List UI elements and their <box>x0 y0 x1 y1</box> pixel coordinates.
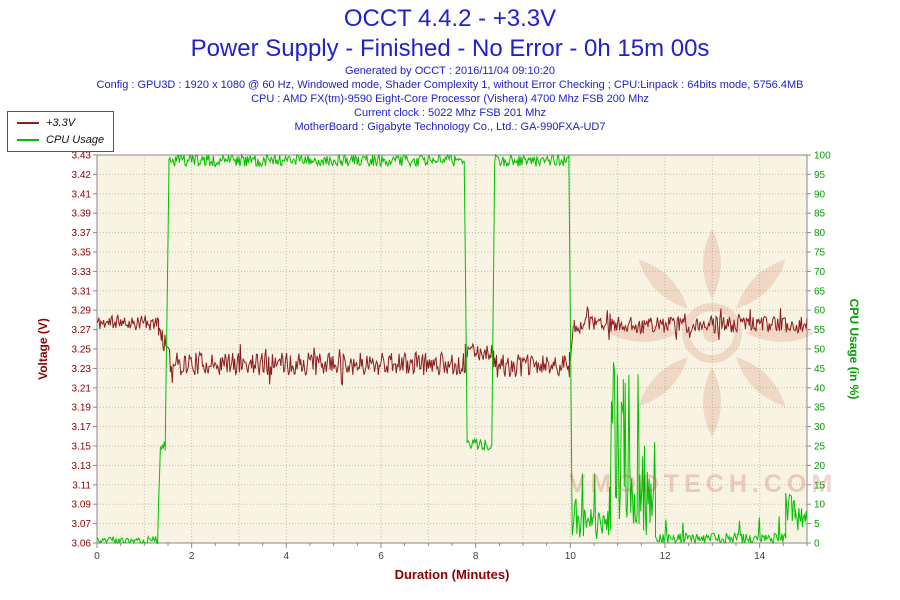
right-axis-tick-label: 45 <box>814 364 826 375</box>
right-axis-tick-label: 25 <box>814 442 826 453</box>
right-axis-tick-label: 0 <box>814 539 820 550</box>
right-axis-tick-label: 80 <box>814 228 826 239</box>
right-axis-tick-label: 70 <box>814 267 826 278</box>
title-line-2: Power Supply - Finished - No Error - 0h … <box>190 35 710 62</box>
left-axis-tick-label: 3.13 <box>72 461 92 472</box>
left-axis-tick-label: 3.17 <box>72 422 92 433</box>
x-axis-tick-label: 10 <box>565 551 577 562</box>
right-axis-tick-label: 55 <box>814 325 826 336</box>
legend-label-cpu: CPU Usage <box>46 134 105 146</box>
right-axis-tick-label: 65 <box>814 286 826 297</box>
x-axis-tick-label: 12 <box>659 551 671 562</box>
left-axis-tick-label: 3.15 <box>72 442 92 453</box>
watermark: VMODTECH.COM <box>569 229 837 498</box>
left-axis-tick-label: 3.09 <box>72 500 92 511</box>
legend-label-voltage: +3.3V <box>46 117 76 129</box>
title-line-1: OCCT 4.4.2 - +3.3V <box>343 5 557 32</box>
right-axis-tick-label: 20 <box>814 461 826 472</box>
left-axis-tick-label: 3.29 <box>72 306 92 317</box>
x-axis-title: Duration (Minutes) <box>395 567 510 582</box>
left-axis-tick-label: 3.43 <box>72 151 92 162</box>
axes: 3.43 3.42 3.41 3.39 3.37 3.35 3.33 3.31 3.29 3.27… <box>72 151 832 563</box>
chart-header: OCCT 4.4.2 - +3.3V Power Supply - Finish… <box>0 4 900 134</box>
left-axis-tick-label: 3.42 <box>72 170 92 181</box>
right-axis-tick-label: 85 <box>814 209 826 220</box>
chart-layer: 3.43 3.42 3.41 3.39 3.37 3.35 3.33 3.31 3.29 3.27… <box>72 151 832 563</box>
left-axis-tick-label: 3.41 <box>72 189 92 200</box>
legend-item-voltage: +3.3V <box>17 117 104 129</box>
x-axis-tick-label: 8 <box>473 551 479 562</box>
left-axis-tick-label: 3.23 <box>72 364 92 375</box>
right-axis-tick-label: 10 <box>814 500 826 511</box>
left-axis-tick-label: 3.31 <box>72 286 92 297</box>
right-axis-title: CPU Usage (in %) <box>847 299 861 400</box>
right-axis-tick-label: 50 <box>814 345 826 356</box>
x-axis-tick-label: 0 <box>94 551 100 562</box>
right-axis-tick-label: 60 <box>814 306 826 317</box>
left-axis-tick-label: 3.06 <box>72 539 92 550</box>
voltage-3v3-line <box>96 306 808 386</box>
right-axis-tick-label: 40 <box>814 383 826 394</box>
legend: +3.3V CPU Usage <box>7 111 115 152</box>
left-axis-tick-label: 3.11 <box>72 480 91 491</box>
x-axis-tick-label: 6 <box>378 551 384 562</box>
left-axis-tick-label: 3.33 <box>72 267 92 278</box>
left-axis-tick-label: 3.39 <box>72 209 92 220</box>
voltage-line-swatch <box>17 122 39 124</box>
left-axis-tick-label: 3.21 <box>72 383 92 394</box>
cpu-usage-line <box>96 153 808 545</box>
right-axis-tick-label: 35 <box>814 403 826 414</box>
clock-line: Current clock : 5022 Mhz FSB 201 Mhz <box>354 107 546 119</box>
right-axis-tick-label: 5 <box>814 519 820 530</box>
right-axis-tick-label: 90 <box>814 189 826 200</box>
left-axis-tick-label: 3.07 <box>72 519 92 530</box>
cpu-line: CPU : AMD FX(tm)-9590 Eight-Core Process… <box>251 93 649 105</box>
left-axis-tick-label: 3.35 <box>72 248 92 259</box>
left-axis-tick-label: 3.37 <box>72 228 92 239</box>
right-axis-tick-label: 95 <box>814 170 826 181</box>
legend-item-cpu: CPU Usage <box>17 134 104 146</box>
cpu-line-swatch <box>17 139 39 141</box>
right-axis-tick-label: 100 <box>814 151 831 162</box>
generated-line: Generated by OCCT : 2016/11/04 09:10:20 <box>345 65 555 77</box>
left-axis-tick-label: 3.27 <box>72 325 92 336</box>
x-axis-tick-label: 14 <box>754 551 766 562</box>
motherboard-line: MotherBoard : Gigabyte Technology Co., L… <box>294 121 606 133</box>
left-axis-tick-label: 3.25 <box>72 345 92 356</box>
left-axis-tick-label: 3.19 <box>72 403 92 414</box>
right-axis-tick-label: 15 <box>814 480 826 491</box>
watermark-ornament <box>608 229 816 437</box>
right-axis-tick-label: 30 <box>814 422 826 433</box>
right-axis-tick-label: 75 <box>814 248 826 259</box>
x-axis-tick-label: 4 <box>284 551 290 562</box>
config-line: Config : GPU3D : 1920 x 1080 @ 60 Hz, Wi… <box>96 79 804 91</box>
x-axis-tick-label: 2 <box>189 551 195 562</box>
watermark-text: VMODTECH.COM <box>569 470 837 498</box>
left-axis-title: Voltage (V) <box>36 318 50 380</box>
